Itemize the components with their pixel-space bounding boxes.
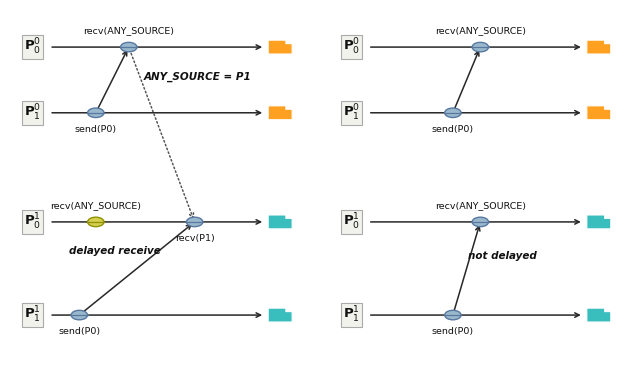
Polygon shape	[286, 215, 292, 219]
Polygon shape	[587, 308, 611, 322]
Polygon shape	[604, 106, 611, 110]
Polygon shape	[604, 215, 611, 219]
Text: recv(ANY_SOURCE): recv(ANY_SOURCE)	[50, 201, 141, 210]
Circle shape	[186, 217, 203, 227]
Text: send(P0): send(P0)	[432, 125, 474, 134]
Polygon shape	[604, 308, 611, 312]
Text: delayed receive: delayed receive	[69, 246, 161, 256]
Text: send(P0): send(P0)	[74, 125, 117, 134]
Circle shape	[71, 310, 88, 320]
Polygon shape	[587, 40, 611, 54]
Text: P$_1^0$: P$_1^0$	[24, 103, 42, 123]
Text: P$_0^1$: P$_0^1$	[343, 212, 360, 232]
Polygon shape	[268, 106, 292, 120]
Circle shape	[88, 217, 104, 227]
Polygon shape	[587, 106, 611, 120]
Circle shape	[445, 310, 461, 320]
Polygon shape	[286, 40, 292, 44]
Circle shape	[121, 42, 137, 52]
Polygon shape	[268, 308, 292, 322]
Text: P$_0^0$: P$_0^0$	[24, 37, 42, 57]
Text: P$_0^1$: P$_0^1$	[24, 212, 42, 232]
Circle shape	[472, 42, 488, 52]
Text: send(P0): send(P0)	[58, 327, 100, 336]
Text: recv(P1): recv(P1)	[175, 234, 215, 243]
Text: ANY_SOURCE = P1: ANY_SOURCE = P1	[143, 72, 251, 82]
Text: P$_1^1$: P$_1^1$	[25, 305, 41, 325]
Text: recv(ANY_SOURCE): recv(ANY_SOURCE)	[83, 26, 174, 35]
Polygon shape	[587, 215, 611, 229]
Polygon shape	[604, 40, 611, 44]
Text: P$_1^1$: P$_1^1$	[343, 305, 360, 325]
Text: recv(ANY_SOURCE): recv(ANY_SOURCE)	[435, 26, 526, 35]
Text: P$_1^0$: P$_1^0$	[343, 103, 360, 123]
Text: recv(ANY_SOURCE): recv(ANY_SOURCE)	[435, 201, 526, 210]
Polygon shape	[268, 215, 292, 229]
Text: P$_0^0$: P$_0^0$	[343, 37, 360, 57]
Polygon shape	[286, 106, 292, 110]
Circle shape	[472, 217, 488, 227]
Circle shape	[445, 108, 461, 118]
Text: not delayed: not delayed	[468, 251, 536, 261]
Circle shape	[88, 108, 104, 118]
Text: send(P0): send(P0)	[432, 327, 474, 336]
Polygon shape	[268, 40, 292, 54]
Polygon shape	[286, 308, 292, 312]
